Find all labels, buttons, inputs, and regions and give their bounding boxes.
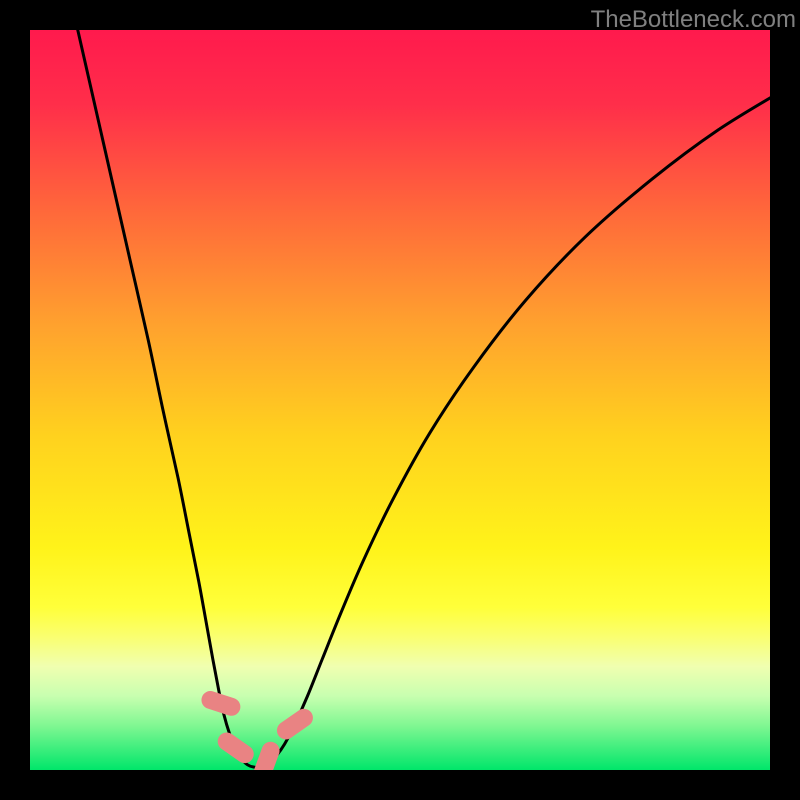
curve-marker (252, 739, 283, 770)
plot-area (30, 30, 770, 770)
curve-marker (273, 705, 316, 743)
curve-marker (214, 729, 257, 767)
bottleneck-curve (74, 30, 770, 767)
chart-svg (30, 30, 770, 770)
curve-marker (199, 689, 243, 718)
watermark-text: TheBottleneck.com (591, 6, 796, 34)
chart-frame: TheBottleneck.com (0, 0, 800, 800)
